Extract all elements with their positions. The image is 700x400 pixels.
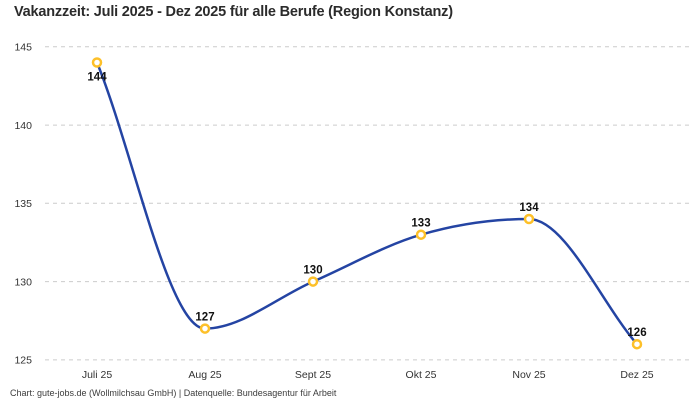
y-tick-label: 135: [14, 198, 32, 210]
y-tick-label: 145: [14, 42, 32, 54]
y-tick-label: 140: [14, 120, 32, 132]
data-point-label: 127: [195, 312, 214, 324]
data-point-marker: [523, 213, 535, 225]
data-point-marker: [307, 276, 319, 287]
data-point-label: 126: [627, 327, 646, 339]
x-tick-label: Nov 25: [512, 369, 545, 381]
y-tick-label: 125: [14, 355, 32, 367]
x-tick-label: Aug 25: [188, 369, 221, 381]
x-tick-label: Dez 25: [620, 369, 653, 381]
series-line: [95, 61, 639, 346]
data-point-marker: [415, 229, 427, 240]
data-point-marker: [631, 338, 643, 350]
data-point-marker: [91, 57, 103, 68]
x-tick-label: Sept 25: [295, 369, 331, 381]
data-point-label: 130: [303, 265, 322, 277]
data-point-label: 144: [87, 72, 107, 84]
x-tick-label: Okt 25: [406, 369, 437, 381]
x-tick-label: Juli 25: [82, 369, 113, 381]
data-point-label: 133: [411, 218, 430, 230]
data-point-label: 134: [519, 202, 539, 214]
chart-attribution: Chart: gute-jobs.de (Wollmilchsau GmbH) …: [10, 388, 337, 398]
data-point-marker: [199, 323, 211, 334]
chart-title: Vakanzzeit: Juli 2025 - Dez 2025 für all…: [14, 4, 453, 20]
y-tick-label: 130: [14, 276, 32, 288]
